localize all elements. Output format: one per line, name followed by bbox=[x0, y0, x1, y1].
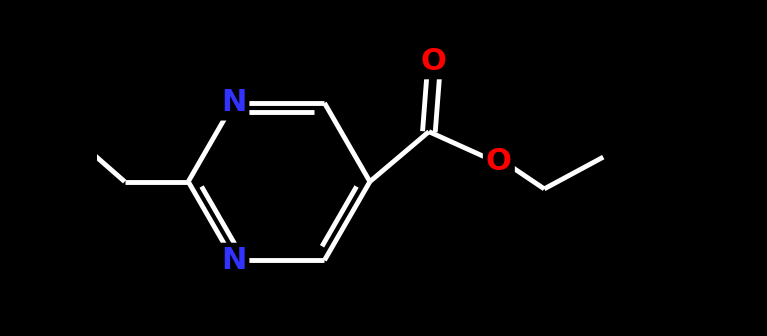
Text: O: O bbox=[486, 147, 512, 176]
Text: N: N bbox=[221, 246, 246, 275]
Text: N: N bbox=[221, 88, 246, 118]
Text: O: O bbox=[420, 47, 446, 76]
